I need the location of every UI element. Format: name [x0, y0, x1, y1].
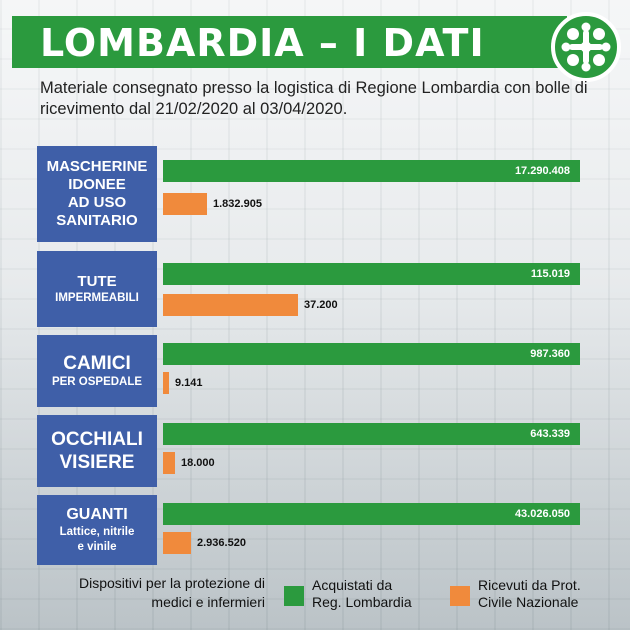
category-tute: TUTE IMPERMEABILI — [37, 251, 157, 327]
bar-acquistati — [163, 343, 580, 365]
bar-acquistati — [163, 503, 580, 525]
category-label: AD USO — [67, 194, 127, 211]
bar-ricevuti — [163, 532, 191, 554]
subtitle: Materiale consegnato presso la logistica… — [40, 79, 588, 118]
category-label: IDONEE — [68, 176, 126, 193]
data-label-ricevuti: 18.000 — [181, 457, 215, 469]
data-label-acquistati: 115.019 — [530, 268, 570, 280]
category-label: Lattice, nitrile — [59, 526, 135, 538]
category-label: OCCHIALI — [51, 429, 143, 450]
category-label: TUTE — [77, 272, 117, 290]
legend-item-ricevuti: Ricevuti da Prot. Civile Nazionale — [478, 577, 581, 611]
category-guanti: GUANTI Lattice, nitrile e vinile — [37, 495, 157, 565]
rosa-camuna-icon — [561, 22, 611, 72]
bar-ricevuti — [163, 294, 298, 316]
footer-note-line: medici e infermieri — [151, 594, 265, 610]
bar-acquistati — [163, 423, 580, 445]
legend-swatch-green — [284, 586, 304, 606]
category-label: VISIERE — [59, 452, 135, 473]
category-label: IMPERMEABILI — [55, 291, 139, 304]
data-label-ricevuti: 1.832.905 — [213, 198, 262, 210]
legend-item-acquistati: Acquistati da Reg. Lombardia — [312, 577, 412, 611]
category-mascherine: MASCHERINE IDONEE AD USO SANITARIO — [37, 146, 157, 242]
data-label-acquistati: 17.290.408 — [514, 165, 570, 177]
footer-note: Dispositivi per la protezione di medici … — [20, 574, 265, 612]
category-label: PER OSPEDALE — [51, 376, 143, 388]
title-bar — [12, 16, 567, 68]
category-occhiali: OCCHIALI VISIERE — [37, 415, 157, 487]
data-label-acquistati: 987.360 — [530, 348, 570, 360]
category-label: SANITARIO — [56, 212, 138, 229]
data-label-acquistati: 643.339 — [530, 428, 570, 440]
bar-ricevuti — [163, 372, 169, 394]
legend-swatch-orange — [450, 586, 470, 606]
legend-label: Reg. Lombardia — [312, 594, 412, 610]
legend-label: Acquistati da — [312, 577, 393, 593]
category-label: CAMICI — [63, 353, 131, 374]
data-label-ricevuti: 37.200 — [304, 299, 338, 311]
category-label: GUANTI — [66, 506, 128, 523]
footer-note-line: Dispositivi per la protezione di — [79, 575, 265, 591]
category-camici: CAMICI PER OSPEDALE — [37, 335, 157, 407]
bar-acquistati — [163, 160, 580, 182]
category-label: e vinile — [77, 541, 117, 553]
page-title: LOMBARDIA – I DATI — [40, 21, 485, 65]
data-label-ricevuti: 2.936.520 — [197, 537, 246, 549]
bar-ricevuti — [163, 193, 207, 215]
bar-ricevuti — [163, 452, 175, 474]
region-logo — [551, 12, 621, 82]
category-label: MASCHERINE — [46, 158, 148, 175]
bar-acquistati — [163, 263, 580, 285]
legend-label: Ricevuti da Prot. — [478, 577, 581, 593]
data-label-acquistati: 43.026.050 — [514, 508, 570, 520]
legend-label: Civile Nazionale — [478, 594, 579, 610]
data-label-ricevuti: 9.141 — [175, 377, 203, 389]
